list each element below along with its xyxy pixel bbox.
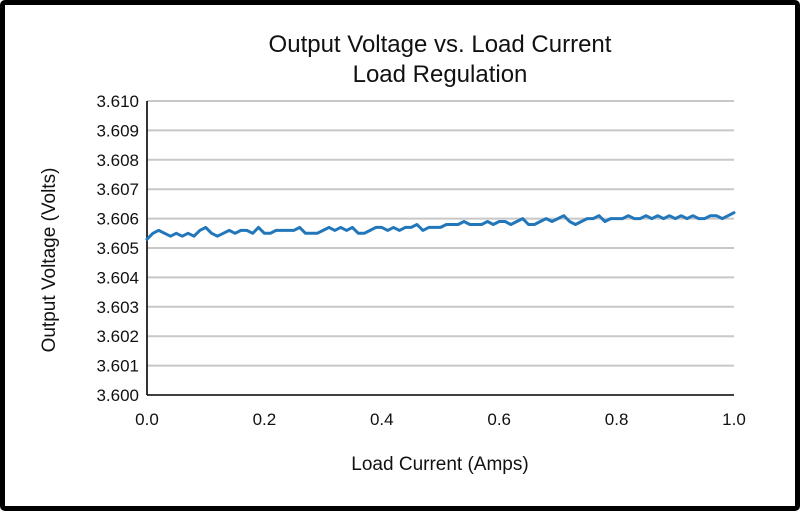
series-line <box>145 211 736 241</box>
x-tick-label: 0.0 <box>135 410 159 429</box>
y-tick-labels: 3.600 3.601 3.602 3.603 3.604 3.605 3.606 3.607… <box>96 92 139 405</box>
x-tick-labels: 0.0 0.2 0.4 0.6 0.8 1.0 <box>135 410 746 429</box>
x-tick-label: 0.6 <box>487 410 511 429</box>
y-tick-label: 3.602 <box>96 327 139 346</box>
y-tick-label: 3.603 <box>96 298 139 317</box>
y-tick-label: 3.606 <box>96 210 139 229</box>
x-tick-label: 0.2 <box>253 410 277 429</box>
y-tick-label: 3.607 <box>96 180 139 199</box>
y-tick-label: 3.604 <box>96 268 139 287</box>
y-tick-label: 3.600 <box>96 386 139 405</box>
x-tick-label: 0.4 <box>370 410 394 429</box>
y-tick-label: 3.601 <box>96 357 139 376</box>
x-tick-label: 1.0 <box>722 410 746 429</box>
x-tick-label: 0.8 <box>605 410 629 429</box>
y-tick-label: 3.610 <box>96 92 139 111</box>
y-axis-label: Output Voltage (Volts) <box>39 168 60 353</box>
y-tick-label: 3.609 <box>96 121 139 140</box>
y-tick-label: 3.605 <box>96 239 139 258</box>
chart-subtitle: Load Regulation <box>353 61 528 88</box>
y-tick-label: 3.608 <box>96 151 139 170</box>
chart-title: Output Voltage vs. Load Current <box>269 31 612 58</box>
x-axis-label: Load Current (Amps) <box>351 454 528 475</box>
